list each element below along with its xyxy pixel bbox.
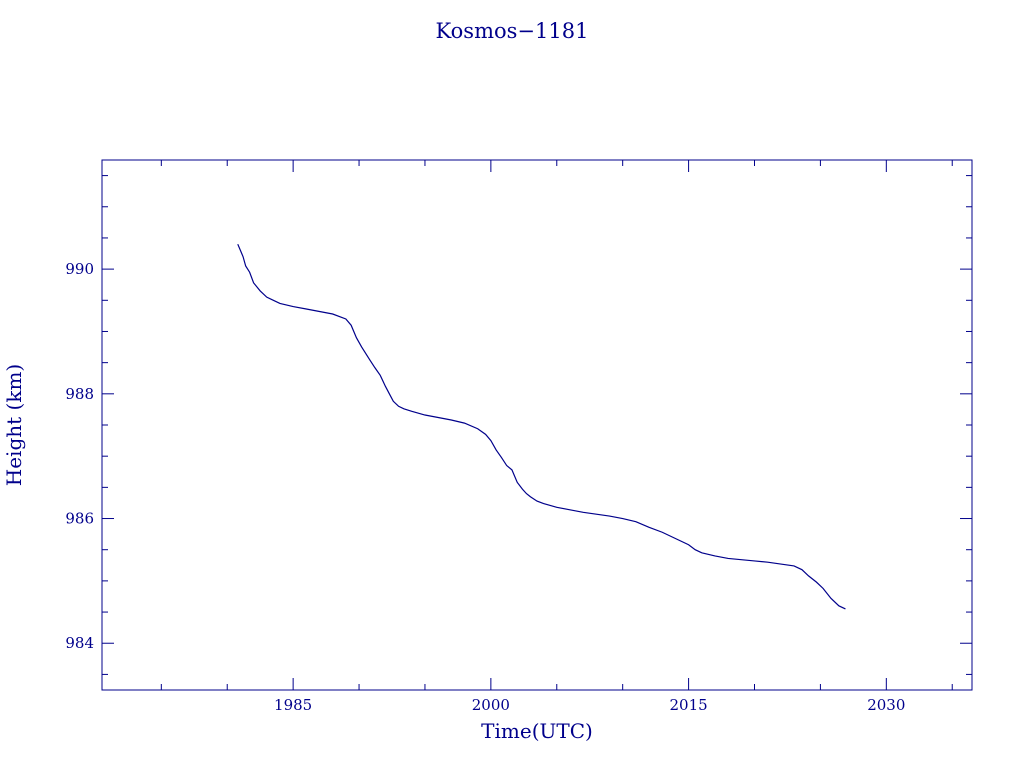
x-tick-label: 1985	[274, 696, 312, 714]
chart-title: Kosmos−1181	[436, 19, 589, 43]
x-tick-label: 2030	[867, 696, 905, 714]
y-axis-label: Height (km)	[2, 364, 26, 486]
y-tick-label: 990	[65, 260, 94, 278]
series-line	[237, 243, 846, 610]
axis-ticks	[102, 160, 972, 690]
x-tick-label: 2000	[472, 696, 510, 714]
plot-frame	[101, 159, 973, 691]
x-tick-label: 2015	[669, 696, 707, 714]
tick-labels: 1985 2000 2015 2030 984 986 988 990	[65, 260, 905, 714]
y-tick-label: 988	[65, 385, 94, 403]
x-axis-label: Time(UTC)	[481, 719, 593, 743]
y-tick-label: 986	[65, 510, 94, 528]
y-tick-label: 984	[65, 634, 94, 652]
